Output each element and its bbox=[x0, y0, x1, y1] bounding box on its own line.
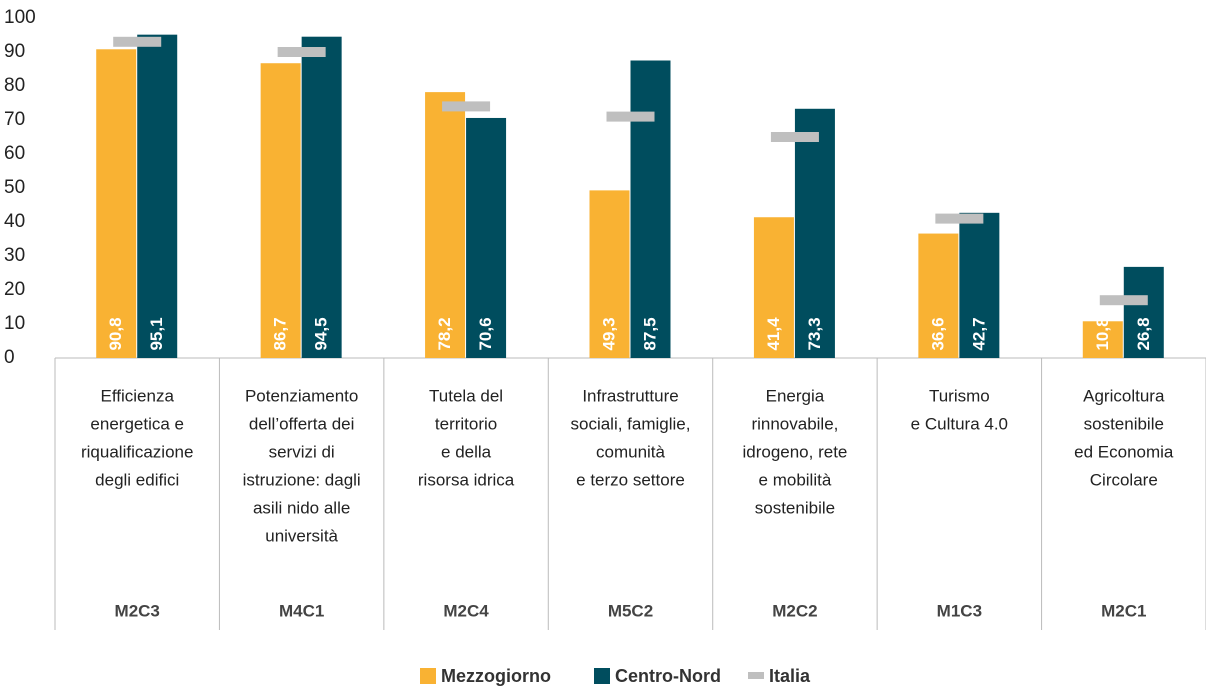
x-tick-label: rinnovabile, bbox=[751, 414, 838, 433]
x-tick-label: territorio bbox=[435, 414, 497, 433]
x-tick-label: Potenziamento bbox=[245, 386, 358, 405]
value-label: 42,7 bbox=[969, 317, 988, 350]
x-tick-label: Turismo bbox=[929, 386, 990, 405]
x-tick-label: riqualificazione bbox=[81, 442, 193, 461]
bar bbox=[794, 108, 835, 358]
legend-label: Italia bbox=[769, 666, 811, 686]
x-tick-label: sostenibile bbox=[1084, 414, 1164, 433]
y-tick-label: 60 bbox=[4, 143, 25, 164]
y-tick-label: 50 bbox=[4, 177, 25, 198]
category-code: M2C4 bbox=[443, 601, 489, 620]
x-tick-label: servizi di bbox=[269, 442, 335, 461]
italia-marker bbox=[770, 132, 819, 142]
value-label: 90,8 bbox=[106, 317, 125, 350]
x-tick-label: sostenibile bbox=[755, 498, 835, 517]
x-tick-label: università bbox=[265, 526, 338, 545]
category-code: M1C3 bbox=[937, 601, 982, 620]
legend-label: Centro-Nord bbox=[615, 666, 721, 686]
x-tick-label: comunità bbox=[596, 442, 666, 461]
x-tick-label: Energia bbox=[766, 386, 825, 405]
italia-marker bbox=[442, 101, 491, 112]
value-label: 86,7 bbox=[271, 317, 290, 350]
legend-label: Mezzogiorno bbox=[441, 666, 551, 686]
italia-marker bbox=[1099, 295, 1148, 306]
x-tick-label: degli edifici bbox=[95, 470, 179, 489]
value-label: 94,5 bbox=[312, 317, 331, 350]
value-label: 95,1 bbox=[147, 317, 166, 350]
x-tick-label: Infrastrutture bbox=[582, 386, 678, 405]
y-tick-label: 90 bbox=[4, 41, 25, 62]
legend-swatch bbox=[594, 668, 610, 684]
value-label: 87,5 bbox=[640, 317, 659, 350]
bar bbox=[301, 36, 342, 358]
x-tick-label: e terzo settore bbox=[576, 470, 685, 489]
x-tick-label: asili nido alle bbox=[253, 498, 350, 517]
bar bbox=[425, 92, 466, 359]
y-tick-label: 0 bbox=[4, 347, 15, 368]
x-tick-label: dell’offerta dei bbox=[249, 414, 355, 433]
bar bbox=[96, 49, 137, 358]
category-code: M5C2 bbox=[608, 601, 653, 620]
category-code: M4C1 bbox=[279, 601, 324, 620]
category-code: M2C1 bbox=[1101, 601, 1146, 620]
x-tick-label: ed Economia bbox=[1074, 442, 1174, 461]
y-tick-label: 70 bbox=[4, 109, 25, 130]
bar bbox=[753, 217, 794, 358]
x-tick-label: idrogeno, rete bbox=[742, 442, 847, 461]
bar bbox=[918, 233, 959, 358]
legend-swatch bbox=[748, 672, 764, 679]
value-label: 10,8 bbox=[1093, 317, 1112, 350]
bar bbox=[466, 117, 507, 359]
italia-marker bbox=[113, 36, 162, 47]
value-label: 41,4 bbox=[764, 317, 783, 351]
value-label: 73,3 bbox=[805, 317, 824, 350]
x-tick-label: Circolare bbox=[1090, 470, 1158, 489]
legend-swatch bbox=[420, 668, 436, 684]
bar bbox=[959, 212, 1000, 358]
bar bbox=[1082, 321, 1123, 358]
x-tick-label: Agricoltura bbox=[1083, 386, 1165, 405]
x-tick-label: risorsa idrica bbox=[418, 470, 515, 489]
y-tick-label: 80 bbox=[4, 75, 25, 96]
y-tick-label: 20 bbox=[4, 279, 25, 300]
bar bbox=[260, 63, 301, 358]
italia-marker bbox=[935, 213, 984, 224]
category-code: M2C2 bbox=[772, 601, 817, 620]
x-tick-label: istruzione: dagli bbox=[243, 470, 361, 489]
y-tick-label: 30 bbox=[4, 245, 25, 266]
value-label: 26,8 bbox=[1134, 317, 1153, 350]
y-tick-label: 10 bbox=[4, 313, 25, 334]
x-tick-label: Efficienza bbox=[101, 386, 175, 405]
x-tick-label: e della bbox=[441, 442, 492, 461]
x-tick-label: e mobilità bbox=[759, 470, 832, 489]
x-tick-label: energetica e bbox=[90, 414, 184, 433]
y-tick-label: 40 bbox=[4, 211, 25, 232]
bar bbox=[137, 34, 178, 358]
value-label: 36,6 bbox=[928, 317, 947, 350]
bar bbox=[630, 60, 671, 358]
bar bbox=[589, 190, 630, 358]
x-tick-label: sociali, famiglie, bbox=[571, 414, 691, 433]
value-label: 78,2 bbox=[435, 317, 454, 350]
value-label: 49,3 bbox=[599, 317, 618, 350]
italia-marker bbox=[277, 47, 326, 57]
category-code: M2C3 bbox=[115, 601, 160, 620]
italia-marker bbox=[606, 111, 655, 122]
y-tick-label: 100 bbox=[4, 7, 36, 28]
value-label: 70,6 bbox=[476, 317, 495, 350]
bar bbox=[1123, 266, 1164, 358]
x-tick-label: Tutela del bbox=[429, 386, 503, 405]
x-tick-label: e Cultura 4.0 bbox=[911, 414, 1008, 433]
